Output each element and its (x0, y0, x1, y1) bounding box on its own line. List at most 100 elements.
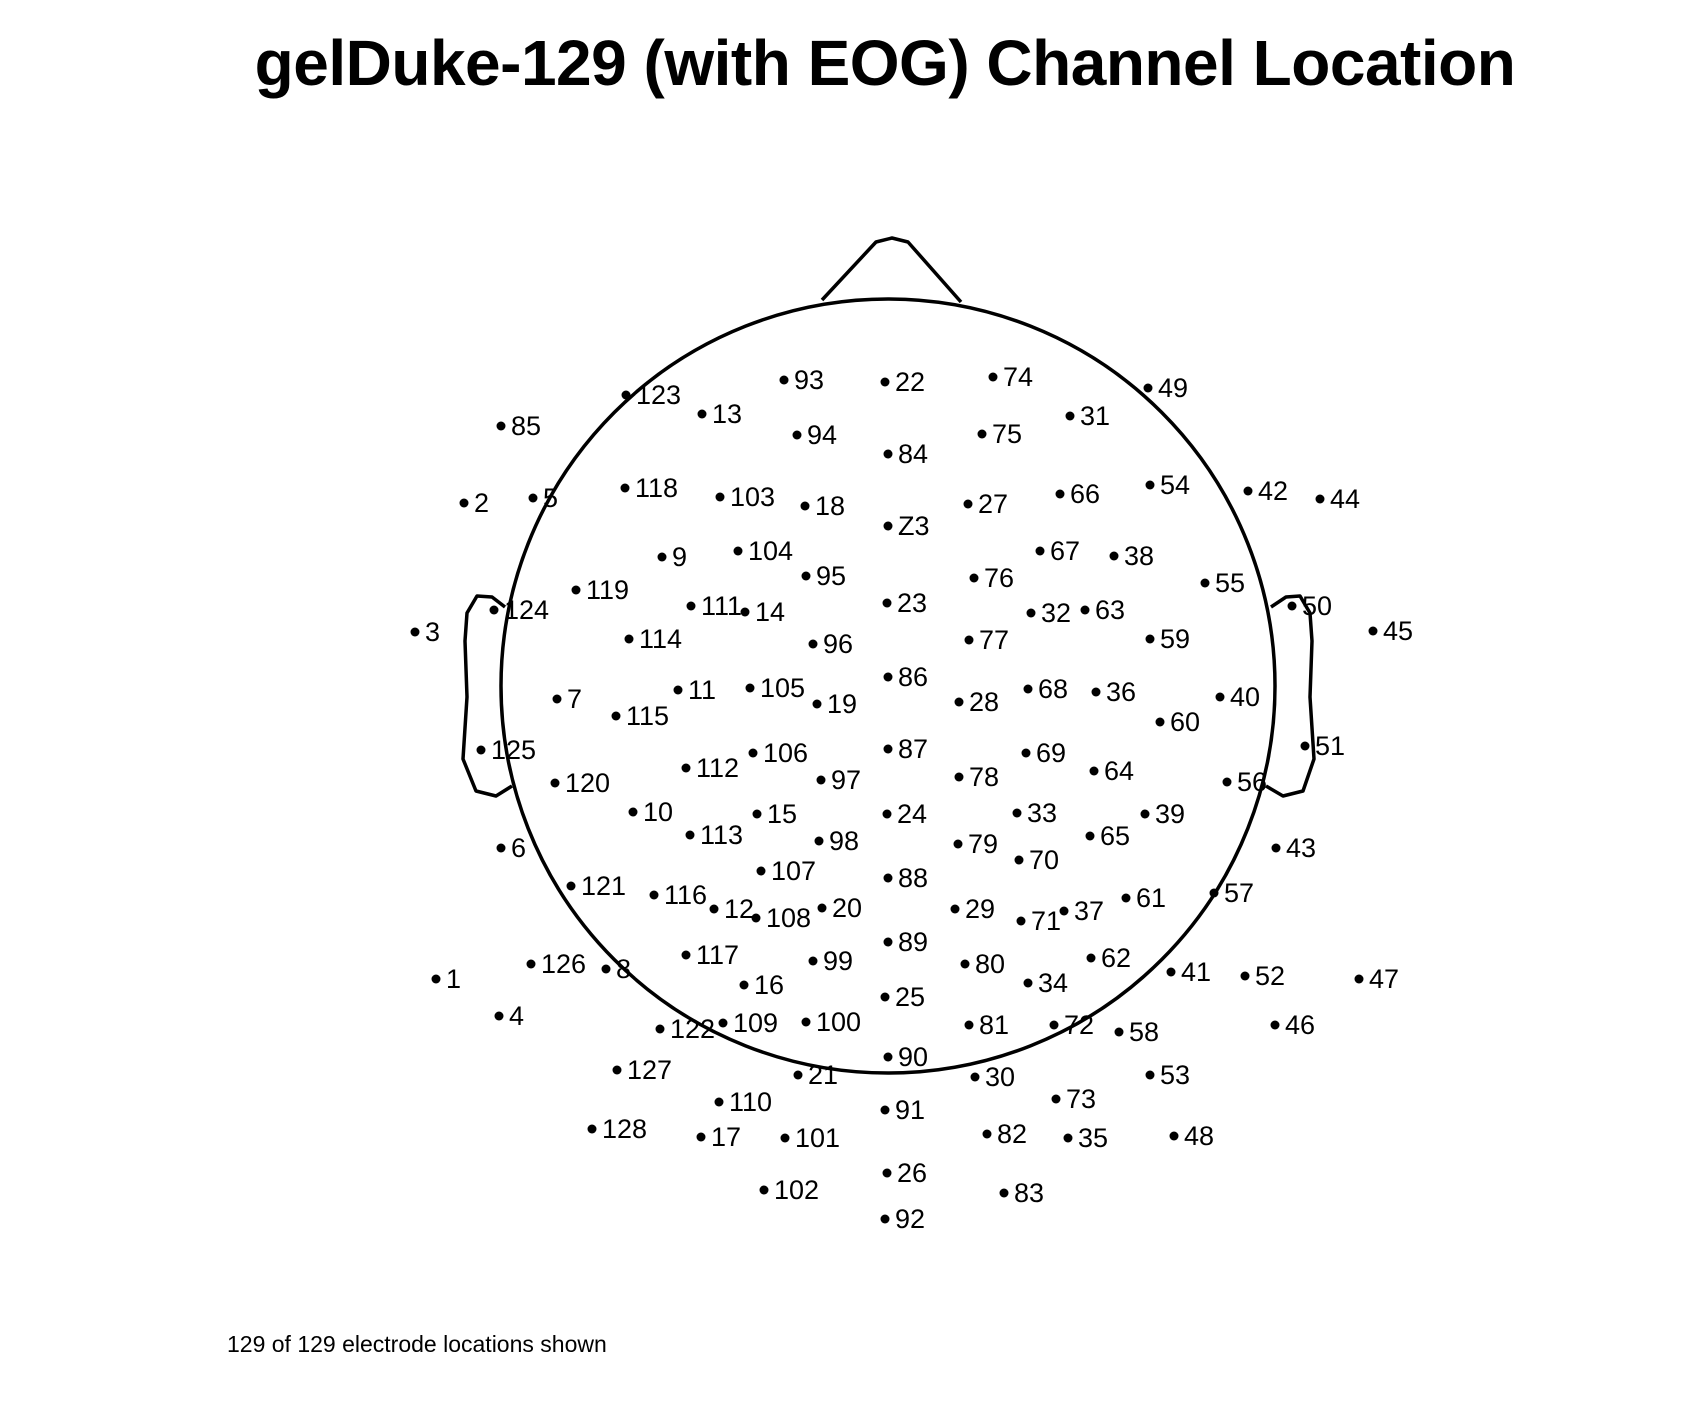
electrode-34: 34 (1023, 968, 1068, 998)
electrode-dot (1240, 971, 1250, 981)
electrode-label: 114 (639, 624, 682, 654)
electrode-28: 28 (954, 687, 999, 717)
electrode-dot (681, 950, 691, 960)
electrode-dot (1091, 687, 1101, 697)
electrode-dot (566, 881, 576, 891)
electrode-label: 85 (511, 411, 541, 441)
electrode-label: 92 (895, 1204, 925, 1234)
electrode-label: 105 (760, 673, 805, 703)
electrode-label: 13 (712, 399, 742, 429)
electrode-48: 48 (1169, 1121, 1214, 1151)
electrode-82: 82 (982, 1119, 1027, 1149)
electrode-label: 127 (627, 1055, 672, 1085)
electrode-112: 112 (681, 753, 739, 783)
electrode-dot (1065, 411, 1075, 421)
electrode-label: 99 (823, 946, 853, 976)
electrode-label: 78 (969, 762, 999, 792)
electrode-65: 65 (1085, 821, 1130, 851)
electrode-74: 74 (988, 362, 1033, 392)
electrode-dot (696, 1132, 706, 1142)
electrode-18: 18 (800, 491, 845, 521)
electrode-58: 58 (1114, 1017, 1159, 1047)
electrode-85: 85 (496, 411, 541, 441)
electrode-label: 123 (636, 380, 681, 410)
left-ear (461, 594, 513, 798)
electrode-label: 47 (1369, 964, 1399, 994)
electrode-6: 6 (496, 833, 526, 863)
electrode-43: 43 (1271, 833, 1316, 863)
electrode-19: 19 (812, 689, 857, 719)
electrode-label: 34 (1038, 968, 1068, 998)
electrode-label: 43 (1286, 833, 1316, 863)
electrode-68: 68 (1023, 674, 1068, 704)
electrode-117: 117 (681, 940, 739, 970)
electrode-30: 30 (970, 1062, 1015, 1092)
electrode-dot (1145, 1070, 1155, 1080)
electrode-label: 25 (895, 982, 925, 1012)
electrode-dot (1059, 906, 1069, 916)
electrode-63: 63 (1080, 595, 1125, 625)
electrode-dot (496, 421, 506, 431)
electrode-label: 46 (1285, 1010, 1315, 1040)
electrode-95: 95 (801, 561, 846, 591)
electrode-label: 10 (643, 797, 673, 827)
electrode-dot (882, 1168, 892, 1178)
electrode-label: 80 (975, 949, 1005, 979)
electrode-dot (621, 390, 631, 400)
electrode-label: 35 (1078, 1123, 1108, 1153)
electrode-dot (1354, 974, 1364, 984)
electrode-label: 24 (897, 799, 927, 829)
electrode-31: 31 (1065, 401, 1110, 431)
electrode-dot (1021, 748, 1031, 758)
electrode-60: 60 (1155, 707, 1200, 737)
electrode-122: 122 (655, 1014, 715, 1044)
electrode-dot (1023, 684, 1033, 694)
electrode-86: 86 (883, 662, 928, 692)
electrode-Z3: Z3 (883, 511, 930, 541)
electrode-46: 46 (1270, 1010, 1315, 1040)
electrode-label: 81 (979, 1010, 1009, 1040)
electrode-24: 24 (882, 799, 927, 829)
electrode-dot (756, 866, 766, 876)
electrode-dot (431, 974, 441, 984)
electrode-dot (882, 598, 892, 608)
electrode-36: 36 (1091, 677, 1136, 707)
electrode-label: 61 (1136, 883, 1166, 913)
electrode-dot (655, 1024, 665, 1034)
electrode-label: 39 (1155, 799, 1185, 829)
electrode-label: 28 (969, 687, 999, 717)
electrode-dot (526, 959, 536, 969)
electrode-124: 124 (489, 595, 549, 625)
electrode-13: 13 (697, 399, 742, 429)
electrode-label: 67 (1050, 536, 1080, 566)
electrode-26: 26 (882, 1158, 927, 1188)
electrode-dot (1200, 578, 1210, 588)
electrode-121: 121 (566, 871, 626, 901)
electrode-dot (685, 830, 695, 840)
electrode-11: 11 (673, 675, 716, 705)
right-ear (1265, 594, 1316, 798)
electrode-87: 87 (883, 734, 928, 764)
electrode-70: 70 (1014, 845, 1059, 875)
electrode-50: 50 (1287, 591, 1332, 621)
electrode-label: 59 (1160, 624, 1190, 654)
electrode-dot (714, 1097, 724, 1107)
electrode-dot (1121, 893, 1131, 903)
electrode-label: 88 (898, 863, 928, 893)
electrode-dot (410, 627, 420, 637)
electrode-label: 103 (730, 482, 775, 512)
electrode-label: 63 (1095, 595, 1125, 625)
electrode-38: 38 (1109, 541, 1154, 571)
electrode-label: 8 (616, 954, 631, 984)
electrode-label: 19 (827, 689, 857, 719)
electrode-label: 42 (1258, 476, 1288, 506)
electrode-dot (612, 1065, 622, 1075)
electrode-label: 44 (1330, 484, 1360, 514)
electrode-51: 51 (1300, 731, 1345, 761)
electrode-dot (1014, 855, 1024, 865)
electrode-33: 33 (1012, 798, 1057, 828)
electrode-dot (1243, 486, 1253, 496)
electrode-dot (883, 937, 893, 947)
electrode-label: 22 (895, 367, 925, 397)
electrode-label: 12 (724, 894, 754, 924)
